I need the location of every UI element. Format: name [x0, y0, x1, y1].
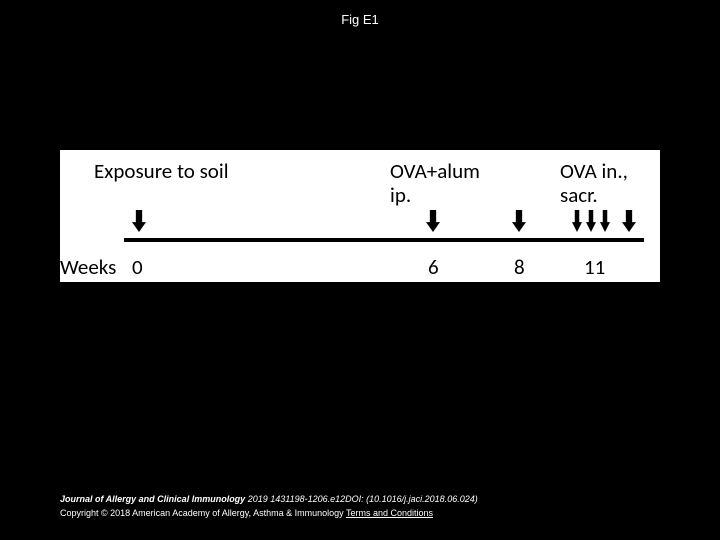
label-week-0: 0	[132, 254, 143, 280]
label-ova-in-line1: OVA in.,	[560, 158, 628, 184]
label-week-6: 6	[428, 254, 439, 280]
journal-name: Journal of Allergy and Clinical Immunolo…	[60, 494, 245, 504]
down-arrow-icon	[572, 210, 582, 232]
terms-link[interactable]: Terms and Conditions	[346, 508, 433, 518]
citation-details: 2019 1431198-1206.e12DOI: (10.1016/j.jac…	[245, 494, 478, 504]
down-arrow-icon	[132, 210, 146, 232]
label-ova-alum-line2: ip.	[390, 182, 411, 208]
down-arrow-icon	[622, 210, 636, 232]
label-ova-in-line2: sacr.	[560, 182, 598, 208]
copyright-prefix: Copyright © 2018 American Academy of All…	[60, 508, 346, 518]
timeline-diagram: Exposure to soil OVA+alum ip. OVA in., s…	[60, 150, 660, 282]
label-week-8: 8	[514, 254, 525, 280]
down-arrow-icon	[512, 210, 526, 232]
label-exposure: Exposure to soil	[94, 158, 229, 184]
down-arrow-icon	[426, 210, 440, 232]
label-week-11: 11	[584, 254, 605, 280]
down-arrow-icon	[586, 210, 596, 232]
citation-text: Journal of Allergy and Clinical Immunolo…	[60, 494, 478, 504]
copyright-text: Copyright © 2018 American Academy of All…	[60, 508, 433, 518]
label-ova-alum-line1: OVA+alum	[390, 158, 480, 184]
timeline-axis	[124, 238, 644, 242]
figure-title: Fig E1	[341, 12, 379, 27]
label-weeks: Weeks	[60, 254, 116, 280]
down-arrow-icon	[600, 210, 610, 232]
